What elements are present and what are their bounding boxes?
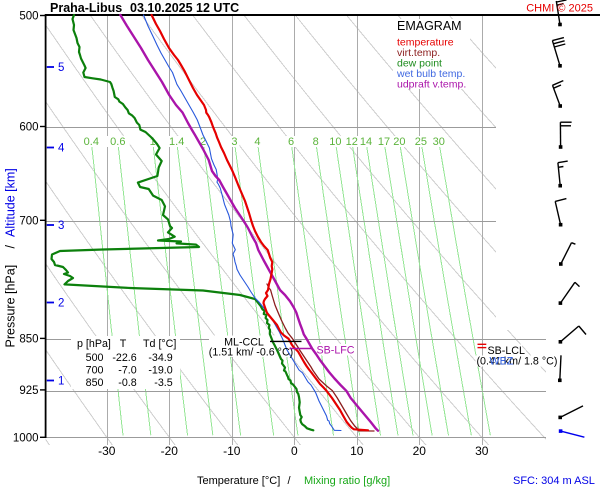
svg-text:0.6: 0.6 (110, 136, 125, 148)
svg-text:-10: -10 (223, 444, 241, 458)
svg-text:(1.51 km/ -0.6 °C): (1.51 km/ -0.6 °C) (209, 347, 293, 359)
svg-text:-34.9: -34.9 (148, 352, 172, 364)
svg-text:700: 700 (19, 216, 38, 228)
svg-text:03.10.2025 12 UTC: 03.10.2025 12 UTC (130, 1, 239, 15)
svg-text:20: 20 (413, 444, 427, 458)
svg-text:-3.5: -3.5 (154, 377, 172, 389)
svg-text:925: 925 (19, 385, 38, 397)
svg-text:p [hPa]: p [hPa] (77, 338, 111, 350)
svg-text:700: 700 (86, 365, 104, 377)
svg-text:500: 500 (19, 11, 38, 23)
svg-text:1: 1 (150, 136, 156, 148)
svg-text:30: 30 (475, 444, 489, 458)
svg-text:1.4: 1.4 (169, 136, 184, 148)
svg-text:10: 10 (329, 136, 341, 148)
svg-text:SB-LFC: SB-LFC (317, 345, 355, 357)
svg-text:500: 500 (86, 352, 104, 364)
svg-text:850: 850 (86, 377, 104, 389)
svg-text:wet bulb temp.: wet bulb temp. (396, 68, 465, 80)
svg-text:4: 4 (254, 136, 260, 148)
svg-text:CHMI © 2025: CHMI © 2025 (526, 3, 593, 15)
svg-text:Td [°C]: Td [°C] (143, 338, 176, 350)
svg-text:12: 12 (346, 136, 358, 148)
svg-text:2: 2 (58, 298, 64, 310)
svg-text:/: / (288, 475, 292, 487)
svg-text:8: 8 (313, 136, 319, 148)
svg-text:25: 25 (415, 136, 427, 148)
svg-text:SB-LCL: SB-LCL (488, 345, 525, 357)
svg-text:Mixing ratio [g/kg]: Mixing ratio [g/kg] (304, 475, 390, 487)
svg-text:1: 1 (58, 376, 64, 388)
svg-text:0.4: 0.4 (84, 136, 99, 148)
svg-text:Temperature [°C]: Temperature [°C] (197, 475, 280, 487)
svg-text:virt.temp.: virt.temp. (397, 47, 440, 59)
svg-text:3: 3 (58, 220, 64, 232)
svg-text:850: 850 (19, 334, 38, 346)
svg-text:udpraft v.temp.: udpraft v.temp. (397, 79, 466, 91)
svg-text:Praha-Libus: Praha-Libus (50, 1, 122, 15)
svg-text:20: 20 (393, 136, 405, 148)
svg-text:0: 0 (291, 444, 298, 458)
svg-text:Pressure [hPa]: Pressure [hPa] (4, 265, 18, 348)
svg-text:1000: 1000 (13, 433, 39, 445)
svg-text:-20: -20 (161, 444, 179, 458)
svg-text:10: 10 (350, 444, 364, 458)
svg-text:-0.8: -0.8 (118, 377, 136, 389)
svg-text:14: 14 (360, 136, 372, 148)
svg-text:17: 17 (378, 136, 390, 148)
svg-text:3: 3 (231, 136, 237, 148)
svg-text:/: / (4, 245, 18, 249)
svg-text:WBZ: WBZ (490, 356, 514, 368)
svg-text:EMAGRAM: EMAGRAM (397, 19, 462, 33)
svg-text:SFC: 304 m ASL: SFC: 304 m ASL (513, 475, 595, 487)
svg-text:ML-CCL: ML-CCL (224, 337, 264, 349)
svg-text:dew point: dew point (397, 58, 442, 70)
svg-text:4: 4 (58, 143, 65, 155)
svg-text:-7.0: -7.0 (118, 365, 136, 377)
svg-text:-22.6: -22.6 (112, 352, 136, 364)
svg-text:30: 30 (433, 136, 445, 148)
svg-text:T: T (120, 338, 127, 350)
svg-text:Altitude [km]: Altitude [km] (4, 168, 18, 237)
svg-text:2: 2 (200, 136, 206, 148)
svg-text:-19.0: -19.0 (148, 365, 172, 377)
svg-text:6: 6 (288, 136, 294, 148)
svg-text:5: 5 (58, 62, 64, 74)
svg-text:temperature: temperature (397, 37, 454, 49)
svg-text:600: 600 (19, 122, 38, 134)
svg-text:-30: -30 (98, 444, 116, 458)
svg-text:(0.41 km/ 1.8 °C): (0.41 km/ 1.8 °C) (477, 356, 558, 368)
